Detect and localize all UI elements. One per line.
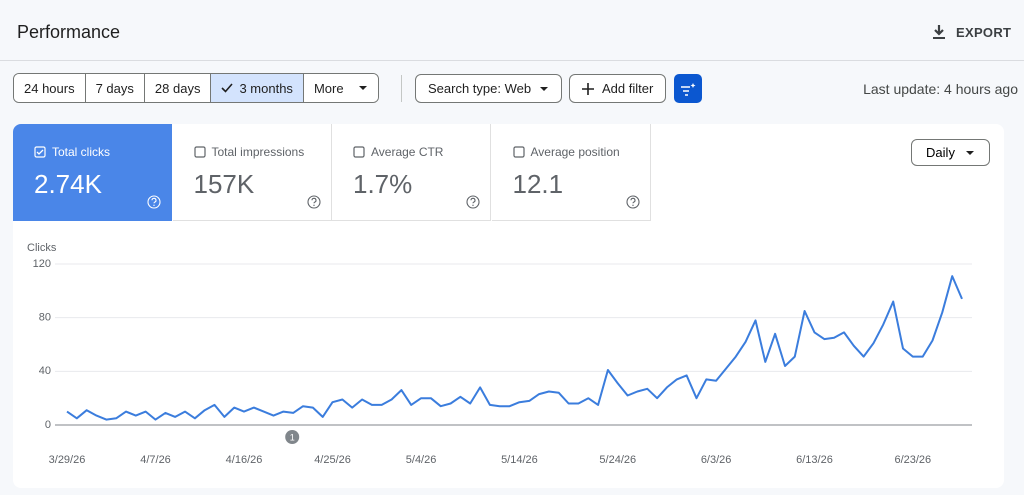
caret-path [358, 86, 367, 90]
metric-label: Total impressions [211, 145, 305, 159]
metric-value: 157K [193, 169, 255, 199]
x-tick-label: 5/14/26 [501, 454, 538, 466]
x-tick-label: 5/24/26 [599, 454, 636, 466]
caret [965, 150, 974, 155]
range-label: 7 days [95, 80, 134, 96]
checkbox[interactable] [512, 146, 525, 158]
performance-card: Daily Total clicks 2.74K Total impressions… [13, 124, 1004, 488]
metric-label: Average position [530, 145, 620, 159]
download-icon [933, 25, 945, 39]
metric-label-row: Average CTR [353, 145, 443, 159]
metric-label-row: Total clicks [34, 145, 110, 159]
metric-label-row: Total impressions [193, 145, 305, 159]
help-mark [629, 197, 636, 204]
plus-icon [582, 82, 594, 95]
caret [540, 86, 549, 91]
checkbox[interactable] [353, 146, 365, 158]
y-tick-label: 0 [45, 419, 51, 431]
checkbox-box [512, 146, 525, 158]
page-title: Performance [17, 22, 121, 42]
x-tick-label: 4/7/26 [140, 454, 171, 466]
help-mark [151, 197, 157, 204]
date-range-selector: 24 hours 7 days 28 days 3 months More [13, 73, 379, 103]
help-circle [147, 195, 161, 209]
help-icon[interactable] [306, 195, 321, 209]
filter-settings-button[interactable] [674, 74, 702, 103]
export-button[interactable]: EXPORT [932, 20, 1011, 44]
range-option[interactable]: More [303, 74, 378, 102]
help-mark [310, 197, 317, 204]
caret [358, 86, 367, 90]
annotation-label: 1 [290, 432, 295, 442]
x-tick-label: 4/16/26 [226, 454, 263, 466]
checkbox-box [34, 146, 46, 158]
help-icon[interactable] [625, 195, 640, 209]
granularity-label: Daily [926, 145, 955, 160]
last-update: Last update: 4 hours ago [863, 81, 1018, 97]
help-circle [466, 195, 480, 209]
help-circle [306, 195, 321, 209]
help-dot [472, 204, 474, 206]
x-tick-label: 6/13/26 [796, 454, 833, 466]
metric-tile[interactable]: Average position 12.1 [491, 124, 651, 221]
metric-value: 1.7% [353, 169, 413, 199]
y-axis-label: Clicks [27, 242, 57, 254]
checkbox[interactable] [193, 146, 206, 158]
y-tick-label: 40 [39, 365, 51, 377]
metric-tile[interactable]: Total clicks 2.74K [13, 124, 172, 221]
export-label: EXPORT [956, 24, 1012, 40]
x-tick-label: 6/23/26 [894, 454, 931, 466]
help-mark [470, 197, 476, 204]
check-icon [221, 83, 234, 93]
help-dot [312, 204, 315, 206]
range-label: 3 months [239, 80, 293, 96]
x-tick-label: 6/3/26 [701, 454, 732, 466]
y-tick-label: 120 [33, 258, 51, 270]
check-path [221, 83, 234, 93]
metric-label-row: Average position [512, 145, 620, 159]
range-option[interactable]: 7 days [85, 74, 145, 102]
metric-value: 12.1 [512, 169, 564, 199]
metric-tile[interactable]: Total impressions 157K [172, 124, 332, 221]
metric-tile[interactable]: Average CTR 1.7% [332, 124, 491, 221]
checkbox-box [193, 146, 206, 158]
x-tick-label: 5/4/26 [406, 454, 437, 466]
help-icon[interactable] [466, 195, 480, 209]
search-type-button[interactable]: Search type: Web [415, 74, 563, 103]
granularity-dropdown[interactable]: Daily [911, 139, 990, 166]
help-circle [625, 195, 640, 209]
metric-label: Total clicks [52, 145, 111, 159]
search-type-label: Search type: Web [428, 81, 532, 96]
metric-value: 2.74K [34, 169, 102, 199]
line-series [66, 275, 963, 421]
range-label: More [313, 80, 344, 96]
range-label: 24 hours [24, 80, 75, 96]
range-option[interactable]: 3 months [211, 74, 304, 102]
range-option[interactable]: 28 days [144, 74, 212, 102]
x-tick-label: 3/29/26 [49, 454, 86, 466]
checkbox-box [353, 146, 365, 158]
range-option[interactable]: 24 hours [14, 74, 86, 102]
add-filter-button[interactable]: Add filter [569, 74, 667, 103]
help-dot [153, 204, 155, 206]
add-filter-label: Add filter [602, 81, 654, 96]
range-label: 28 days [154, 80, 201, 96]
annotation-marker [285, 430, 300, 444]
checkbox-tick [36, 149, 44, 155]
filter-icon [681, 82, 696, 96]
y-tick-label: 80 [39, 312, 51, 324]
x-tick-label: 4/25/26 [314, 454, 351, 466]
metric-label: Average CTR [371, 145, 444, 159]
separator [401, 75, 402, 102]
checkbox[interactable] [34, 146, 46, 158]
divider [0, 60, 1024, 61]
help-icon[interactable] [147, 195, 161, 209]
help-dot [631, 204, 634, 206]
